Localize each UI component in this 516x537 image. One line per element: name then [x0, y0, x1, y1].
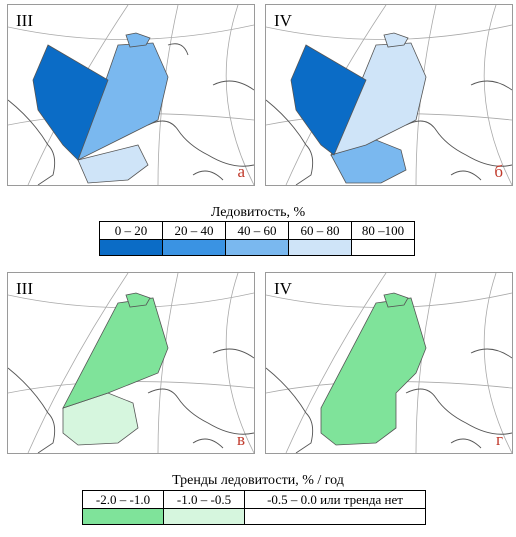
zone-white-sea [62, 392, 139, 446]
month-label: IV [274, 279, 292, 298]
ice-legend-title: Ледовитость, % [210, 205, 306, 220]
trend-class-label: -2.0 – -1.0 [82, 490, 164, 509]
zone-barents-east [62, 297, 169, 409]
month-label: IV [274, 11, 292, 30]
ice-swatch [351, 239, 415, 256]
map-a [8, 5, 254, 185]
zone-novaya-zemlya [383, 292, 409, 308]
map-panel-a: III а [7, 4, 255, 186]
trend-class-label: -1.0 – -0.5 [163, 490, 245, 509]
ice-class-label: 80 –100 [351, 221, 415, 240]
panel-letter: а [237, 162, 245, 181]
ice-swatch [99, 239, 163, 256]
zone-novaya-zemlya [125, 32, 151, 48]
ice-swatch [225, 239, 289, 256]
trend-swatch [82, 508, 164, 525]
trend-legend-title: Тренды ледовитости, % / год [172, 473, 344, 488]
month-label: III [16, 11, 33, 30]
panel-letter: б [494, 162, 503, 181]
map-g [266, 273, 512, 453]
map-panel-v: III в [7, 272, 255, 454]
ice-legend: 0 – 20 20 – 40 40 – 60 60 – 80 80 –100 [99, 221, 415, 256]
ice-swatch [162, 239, 226, 256]
zone-white-sea [77, 144, 149, 184]
ice-swatch [288, 239, 352, 256]
month-label: III [16, 279, 33, 298]
trend-class-label: -0.5 – 0.0 или тренда нет [244, 490, 426, 509]
zone-novaya-zemlya [125, 292, 151, 308]
ice-class-label: 20 – 40 [162, 221, 226, 240]
zone-barents-west [32, 44, 109, 161]
panel-letter: в [236, 430, 245, 449]
panel-letter: г [496, 430, 503, 449]
zone-barents-west [290, 44, 367, 156]
ice-class-label: 0 – 20 [99, 221, 163, 240]
zone-barents-combined [320, 297, 427, 446]
trend-legend: -2.0 – -1.0 -1.0 – -0.5 -0.5 – 0.0 или т… [82, 490, 426, 525]
trend-swatch [244, 508, 426, 525]
trend-swatch [163, 508, 245, 525]
ice-class-label: 40 – 60 [225, 221, 289, 240]
map-panel-g: IV г [265, 272, 513, 454]
ice-class-label: 60 – 80 [288, 221, 352, 240]
map-panel-b: IV б [265, 4, 513, 186]
zone-novaya-zemlya [383, 32, 409, 48]
map-b [266, 5, 512, 185]
map-v [8, 273, 254, 453]
zone-barents-east [330, 42, 427, 156]
